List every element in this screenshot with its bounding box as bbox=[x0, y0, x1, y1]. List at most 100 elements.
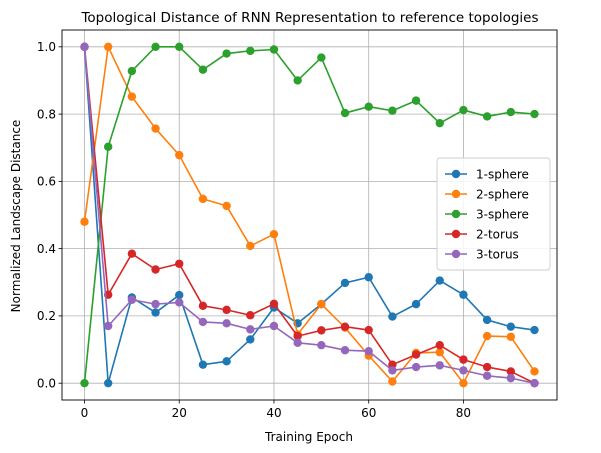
y-axis-label: Normalized Landscape Distance bbox=[9, 120, 23, 313]
data-point bbox=[435, 340, 444, 350]
data-point bbox=[459, 355, 468, 364]
data-point bbox=[482, 315, 492, 325]
legend-marker bbox=[451, 249, 461, 259]
data-point bbox=[459, 105, 468, 115]
y-tick-label: 0.4 bbox=[37, 242, 56, 256]
legend-marker bbox=[451, 229, 461, 239]
data-point bbox=[482, 331, 492, 341]
data-point bbox=[435, 361, 444, 370]
series-line bbox=[83, 46, 535, 384]
data-point bbox=[269, 229, 279, 239]
data-point bbox=[246, 241, 255, 251]
data-point bbox=[435, 276, 444, 285]
data-point bbox=[459, 366, 468, 375]
x-axis: 0 20 40 60 80 bbox=[81, 400, 471, 420]
data-point bbox=[317, 326, 326, 335]
legend-marker bbox=[451, 169, 461, 179]
data-point bbox=[103, 378, 113, 388]
data-point bbox=[222, 49, 231, 58]
x-tick-label: 60 bbox=[361, 406, 376, 420]
data-point bbox=[222, 357, 231, 366]
x-tick-label: 20 bbox=[172, 406, 187, 420]
legend-item: 2-sphere bbox=[445, 187, 529, 201]
data-point bbox=[340, 346, 350, 355]
data-point bbox=[411, 299, 421, 309]
data-point bbox=[151, 265, 160, 274]
plot-area bbox=[61, 29, 558, 401]
series-line bbox=[83, 46, 536, 384]
data-point bbox=[482, 371, 492, 380]
data-point bbox=[459, 290, 468, 299]
data-point bbox=[246, 46, 255, 56]
x-axis-label: Training Epoch bbox=[264, 430, 353, 444]
data-point bbox=[175, 150, 184, 160]
data-point bbox=[127, 295, 137, 304]
data-point bbox=[127, 249, 137, 258]
data-point bbox=[175, 290, 184, 300]
data-point bbox=[364, 325, 373, 335]
data-point bbox=[198, 194, 208, 204]
data-point bbox=[435, 118, 444, 128]
data-point bbox=[482, 362, 492, 372]
data-point bbox=[175, 259, 184, 268]
data-point bbox=[340, 322, 350, 331]
data-point bbox=[388, 312, 397, 321]
data-point bbox=[530, 325, 539, 335]
data-point bbox=[103, 142, 113, 151]
series-3-torus bbox=[80, 42, 539, 388]
data-point bbox=[364, 273, 373, 282]
data-point bbox=[151, 308, 160, 317]
data-point bbox=[340, 278, 350, 288]
data-point bbox=[317, 340, 326, 350]
data-point bbox=[222, 305, 231, 315]
data-point bbox=[293, 76, 302, 85]
data-point bbox=[246, 325, 255, 334]
legend-item: 1-sphere bbox=[445, 167, 529, 181]
x-tick-label: 80 bbox=[456, 406, 471, 420]
legend-marker bbox=[451, 189, 461, 199]
data-point bbox=[151, 299, 160, 309]
data-point bbox=[127, 66, 137, 76]
data-point bbox=[506, 373, 516, 383]
data-point bbox=[411, 96, 421, 105]
legend: 1-sphere 2-sphere 3-sphere 2-torus 3-torus bbox=[436, 157, 551, 271]
data-point bbox=[80, 378, 89, 388]
series-2-torus bbox=[80, 42, 539, 388]
data-point bbox=[388, 106, 397, 115]
data-point bbox=[411, 350, 421, 359]
data-point bbox=[317, 53, 326, 62]
data-point bbox=[506, 322, 516, 331]
legend-label: 2-sphere bbox=[476, 187, 529, 201]
data-point bbox=[293, 338, 302, 348]
data-point bbox=[506, 367, 516, 376]
data-point bbox=[388, 366, 397, 375]
data-point bbox=[530, 109, 539, 119]
data-point bbox=[198, 301, 208, 311]
y-tick-label: 0.6 bbox=[37, 175, 56, 189]
data-point bbox=[151, 124, 160, 133]
legend-box bbox=[436, 157, 551, 271]
data-point bbox=[151, 42, 160, 52]
x-tick-label: 40 bbox=[266, 406, 281, 420]
data-point bbox=[198, 360, 208, 369]
legend-label: 3-torus bbox=[476, 247, 519, 261]
data-point bbox=[411, 362, 421, 372]
series-3-sphere bbox=[80, 42, 539, 388]
chart-title: Topological Distance of RNN Representati… bbox=[80, 10, 538, 26]
data-point bbox=[269, 321, 279, 331]
data-point bbox=[364, 102, 373, 111]
data-point bbox=[222, 201, 231, 211]
data-point bbox=[388, 377, 397, 386]
data-point bbox=[246, 311, 255, 320]
data-point bbox=[80, 42, 89, 52]
data-point bbox=[506, 332, 516, 341]
legend-label: 2-torus bbox=[476, 227, 519, 241]
data-point bbox=[317, 299, 326, 309]
data-point bbox=[175, 298, 184, 307]
data-point bbox=[459, 378, 468, 388]
y-tick-label: 0.8 bbox=[37, 107, 56, 121]
y-tick-label: 0.0 bbox=[37, 376, 56, 390]
legend-item: 3-torus bbox=[445, 247, 519, 261]
legend-marker bbox=[451, 209, 461, 219]
